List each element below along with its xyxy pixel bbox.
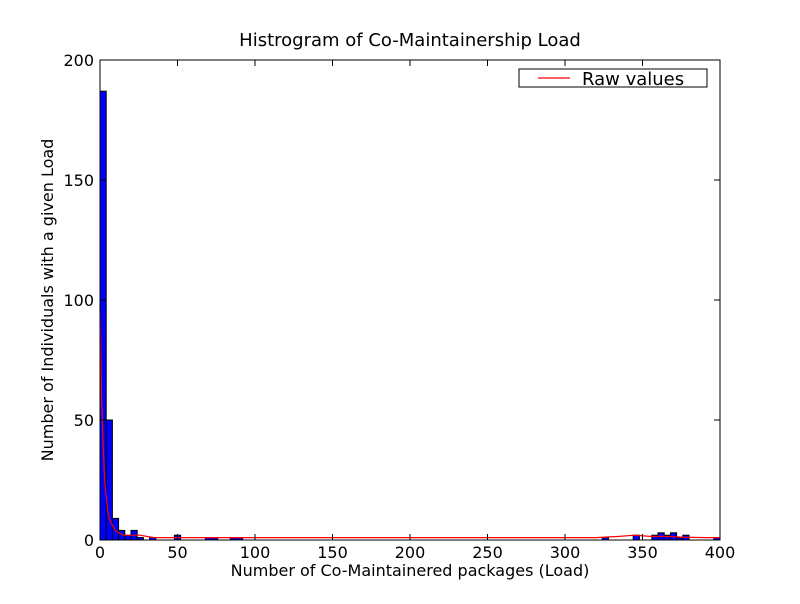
histogram-bar — [111, 517, 120, 541]
x-tick-label: 250 — [472, 543, 503, 562]
chart-title: Histrogram of Co-Maintainership Load — [239, 30, 581, 51]
histogram-bar — [99, 90, 107, 541]
x-tick-label: 350 — [627, 543, 658, 562]
axis-ticks: 0 50 100 150 200 250 300 350 400 0 50 100 150 200 — [63, 51, 735, 562]
raw-values-series — [99, 307, 720, 539]
x-tick-label: 100 — [240, 543, 271, 562]
x-tick-label: 200 — [395, 543, 426, 562]
x-tick-label: 400 — [705, 543, 736, 562]
legend-label-raw-values: Raw values — [582, 69, 684, 90]
y-tick-label: 100 — [63, 291, 94, 310]
histogram-bar — [124, 534, 132, 541]
x-axis-label: Number of Co-Maintainered packages (Load… — [231, 561, 590, 580]
legend-box — [518, 68, 708, 88]
x-tick-label: 150 — [317, 543, 348, 562]
x-tick-label: 50 — [167, 543, 187, 562]
series-line-raw-values — [99, 307, 720, 539]
plot-area-frame — [99, 59, 721, 541]
y-axis-label: Number of Individuals with a given Load — [38, 139, 57, 462]
x-tick-label: 300 — [550, 543, 581, 562]
legend: Raw values — [518, 68, 708, 90]
y-tick-label: 200 — [63, 51, 94, 70]
y-tick-label: 0 — [84, 531, 94, 550]
x-tick-label: 0 — [95, 543, 105, 562]
y-tick-label: 150 — [63, 171, 94, 190]
y-tick-label: 50 — [74, 411, 94, 430]
